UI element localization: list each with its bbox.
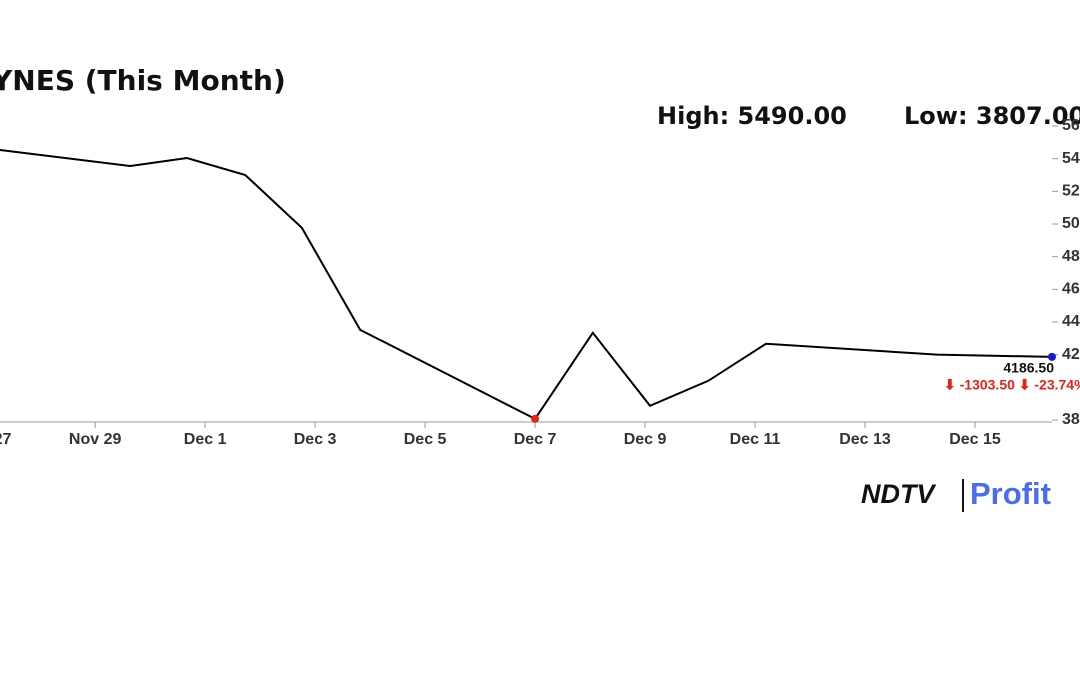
last-point-marker	[1048, 352, 1056, 361]
low-label: Low: 3807.00	[904, 102, 1080, 130]
x-tick-label: Dec 3	[294, 431, 337, 448]
low-point-marker	[531, 414, 540, 423]
chart-title: YNES (This Month)	[0, 64, 286, 97]
x-tick-label: Dec 7	[514, 431, 557, 448]
x-tick-label: Nov 29	[69, 431, 122, 448]
y-tick-label: 4800	[1062, 248, 1080, 265]
last-value-label: 4186.50	[1003, 360, 1054, 376]
x-tick-label: Dec 13	[839, 431, 891, 448]
brand-left: NDTV	[861, 479, 936, 509]
x-tick-label: Dec 1	[184, 431, 227, 448]
price-line	[0, 149, 1053, 421]
y-tick-label: 3800	[1062, 411, 1080, 428]
y-tick-label: 5000	[1062, 215, 1080, 232]
brand-right: Profit	[970, 476, 1051, 511]
y-tick-label: 5200	[1062, 183, 1080, 200]
y-tick-label: 5600	[1062, 117, 1080, 134]
y-tick-label: 4400	[1062, 313, 1080, 330]
x-tick-label: Nov 27	[0, 431, 11, 448]
y-tick-label: 4600	[1062, 281, 1080, 298]
y-tick-label: 5400	[1062, 150, 1080, 167]
x-tick-label: Dec 9	[624, 431, 667, 448]
x-tick-label: Dec 15	[949, 431, 1001, 448]
high-label: High: 5490.00	[657, 102, 847, 130]
x-tick-label: Dec 5	[404, 431, 447, 448]
x-tick-label: Dec 11	[730, 431, 781, 448]
change-label: ⬇ -1303.50 ⬇ -23.74%	[944, 377, 1080, 393]
y-tick-label: 4200	[1062, 346, 1080, 363]
